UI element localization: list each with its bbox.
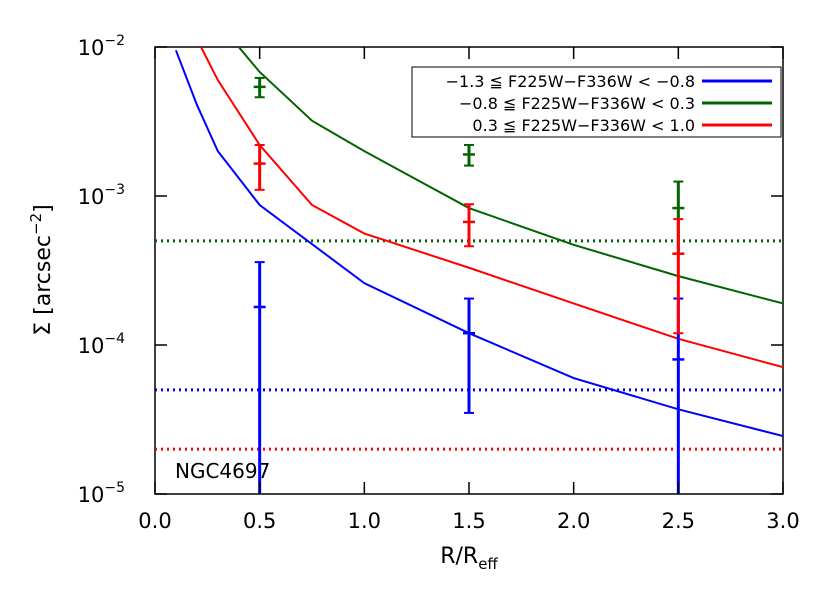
annotation: NGC4697 [175,459,270,483]
y-label-suffix: ] [31,204,56,213]
y-tick-exponent: −2 [104,33,125,49]
y-tick-base: 10 [78,185,105,209]
y-tick-label: 10−5 [78,480,125,507]
legend-label: −1.3 ≦ F225W−F336W < −0.8 [446,72,695,91]
x-tick-label: 0.5 [243,509,276,533]
model-curve [174,49,783,437]
model-curve [200,47,783,369]
x-tick-label: 1.5 [452,509,485,533]
y-tick-base: 10 [78,334,105,358]
y-tick-label: 10−4 [78,331,125,358]
x-tick-label: 2.5 [662,509,695,533]
y-tick-label: 10−2 [78,33,125,60]
plot-area [155,47,783,494]
y-tick-exponent: −3 [104,182,125,198]
model-curve [237,47,783,305]
y-tick-exponent: −4 [104,331,125,347]
x-axis-label: R/Reff [440,544,498,573]
x-label-subscript: eff [478,555,498,573]
y-tick-base: 10 [78,36,105,60]
y-axis-label: Σ [arcsec−2] [27,204,56,335]
legend-label: −0.8 ≦ F225W−F336W < 0.3 [459,94,695,113]
x-tick-label: 2.0 [557,509,590,533]
legend-label: 0.3 ≦ F225W−F336W < 1.0 [472,116,695,135]
y-tick-exponent: −5 [104,480,125,496]
y-tick-base: 10 [78,483,105,507]
y-label-superscript: −2 [27,213,45,235]
x-tick-label: 1.0 [348,509,381,533]
x-label-text: R/R [440,544,478,569]
x-tick-label: 0.0 [138,509,171,533]
x-tick-label: 3.0 [766,509,799,533]
y-label-text: Σ [arcsec [31,235,56,336]
y-tick-label: 10−3 [78,182,125,209]
